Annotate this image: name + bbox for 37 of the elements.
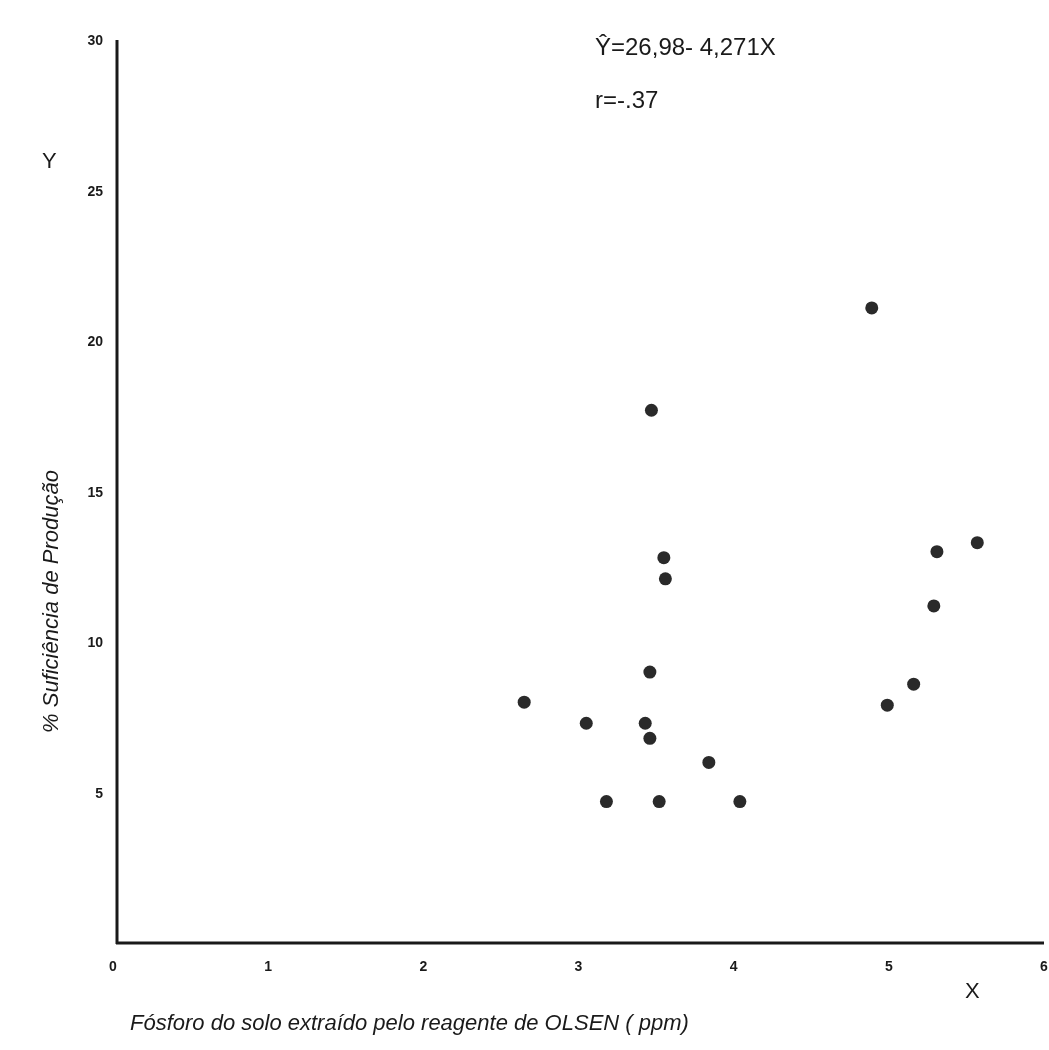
x-tick-label: 5 bbox=[884, 958, 893, 974]
point bbox=[930, 545, 944, 559]
x-tick-label: 3 bbox=[574, 958, 583, 974]
point bbox=[599, 795, 613, 809]
point bbox=[517, 695, 531, 709]
point bbox=[638, 716, 652, 730]
y-tick-label: 25 bbox=[87, 182, 104, 199]
x-axis-title: Fósforo do solo extraído pelo reagente de OLSEN ( ppm) bbox=[130, 1010, 689, 1035]
point bbox=[658, 572, 672, 586]
x-tick-label: 6 bbox=[1040, 958, 1049, 974]
point bbox=[865, 301, 879, 315]
text: Y bbox=[42, 148, 57, 173]
y-tick-label: 30 bbox=[87, 32, 104, 48]
point bbox=[579, 716, 593, 730]
point bbox=[652, 795, 666, 809]
x-tick-label: 1 bbox=[264, 958, 273, 974]
annotation: Ŷ=26,98- 4,271X bbox=[595, 33, 776, 60]
y-tick-label: 10 bbox=[87, 634, 104, 650]
point bbox=[643, 731, 657, 745]
point bbox=[970, 536, 984, 550]
point bbox=[657, 551, 671, 565]
point bbox=[643, 665, 657, 679]
x-tick-label: 0 bbox=[109, 958, 118, 974]
text: X bbox=[965, 978, 980, 1003]
y-axis-title: % Suficiência de Produção bbox=[38, 470, 63, 733]
annotation: r=-.37 bbox=[595, 86, 659, 113]
point bbox=[644, 403, 658, 417]
y-tick-label: 5 bbox=[95, 784, 104, 801]
point bbox=[927, 599, 941, 613]
point bbox=[907, 677, 921, 691]
y-tick-label: 20 bbox=[87, 333, 104, 349]
point bbox=[880, 698, 894, 712]
point bbox=[733, 795, 747, 809]
x-tick-label: 4 bbox=[729, 958, 738, 974]
point bbox=[702, 755, 716, 769]
x-tick-label: 2 bbox=[419, 958, 428, 974]
y-tick-label: 15 bbox=[87, 483, 104, 500]
